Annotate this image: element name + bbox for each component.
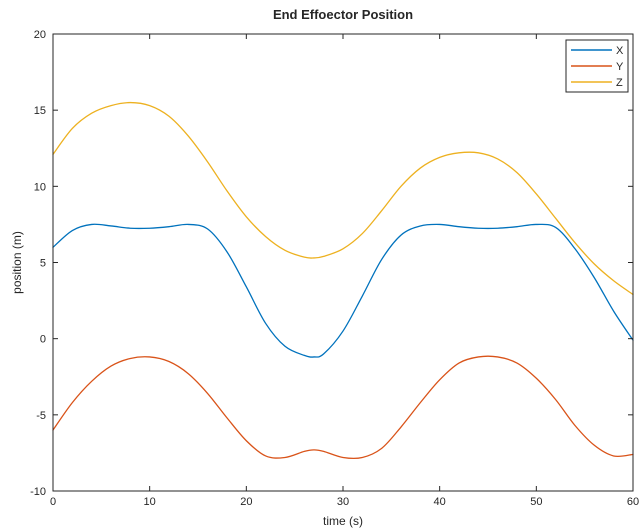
x-tick-label: 30 — [337, 496, 349, 508]
x-tick-label: 20 — [240, 496, 252, 508]
legend-label-y: Y — [616, 61, 624, 73]
x-tick-label: 40 — [434, 496, 446, 508]
y-tick-label: 10 — [34, 181, 46, 193]
plot-area — [53, 34, 633, 491]
legend-label-z: Z — [616, 77, 623, 89]
x-tick-label: 50 — [530, 496, 542, 508]
x-axis-label: time (s) — [323, 514, 363, 528]
x-tick-label: 60 — [627, 496, 639, 508]
y-tick-label: 15 — [34, 105, 46, 117]
y-axis-label: position (m) — [10, 231, 24, 294]
x-tick-label: 0 — [50, 496, 56, 508]
legend: XYZ — [566, 40, 628, 92]
x-tick-label: 10 — [144, 496, 156, 508]
chart-title: End Effoector Position — [273, 7, 413, 22]
legend-label-x: X — [616, 45, 624, 57]
y-tick-label: -5 — [36, 410, 46, 422]
y-tick-label: -10 — [30, 486, 46, 498]
y-tick-label: 0 — [40, 334, 46, 346]
y-tick-label: 5 — [40, 258, 46, 270]
y-tick-label: 20 — [34, 29, 46, 41]
